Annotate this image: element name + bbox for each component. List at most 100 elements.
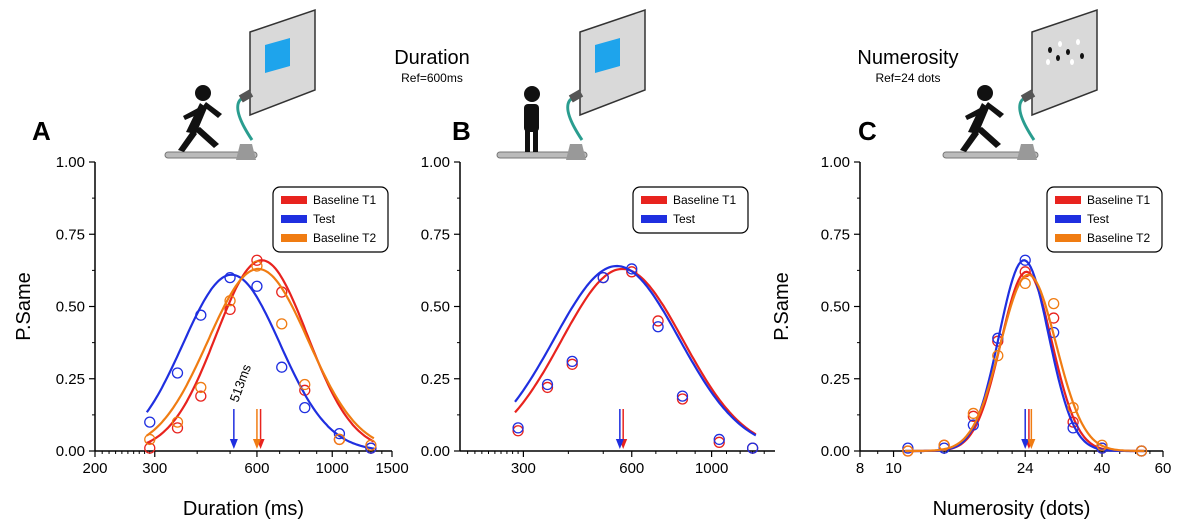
treadmill-runner-icon (164, 8, 316, 160)
y-tick-label: 0.75 (56, 226, 85, 243)
data-point (652, 315, 664, 327)
x-tick-label: 1500 (375, 460, 408, 477)
chart-panel-c: 0.00 0.25 0.50 0.75 1.00 8 10 24 40 60 P.Same Numer… (771, 154, 1171, 520)
x-tick-label: 600 (619, 460, 644, 477)
data-point (746, 442, 759, 454)
series-curve-test (514, 264, 757, 437)
pse-arrow-head (615, 439, 624, 449)
y-tick-label: 0.25 (56, 371, 85, 388)
legend-label: Baseline T2 (1087, 231, 1150, 245)
legend-swatch (641, 196, 667, 204)
data-point (365, 439, 377, 451)
data-point (195, 390, 207, 402)
x-tick-label: 300 (142, 460, 167, 477)
data-point (1135, 445, 1148, 457)
data-point (541, 378, 554, 391)
data-point (195, 381, 207, 394)
y-tick-label: 0.00 (56, 443, 85, 460)
y-tick-label: 0.75 (821, 226, 850, 243)
x-tick-label: 24 (1017, 460, 1034, 477)
pse-annotation: 513ms (227, 362, 255, 404)
y-tick-label: 0.75 (421, 226, 450, 243)
panel-label-a: A (32, 116, 51, 146)
pse-arrow-head (1021, 439, 1030, 449)
data-point (713, 433, 725, 446)
data-point (566, 355, 578, 368)
legend-label: Test (313, 212, 336, 226)
data-point (652, 321, 664, 333)
data-point (276, 361, 288, 373)
chart-panel-a: 0.00 0.25 0.50 0.75 1.00 200 300 600 1000 1500 P.S… (13, 154, 409, 520)
x-tick-label: 10 (885, 460, 902, 477)
data-point (333, 433, 346, 446)
y-tick-label: 1.00 (56, 154, 85, 171)
x-tick-label: 1000 (695, 460, 728, 477)
data-point (171, 367, 184, 379)
data-point (1096, 439, 1108, 451)
data-point (1067, 416, 1079, 428)
numerosity-header: Numerosity (857, 47, 958, 69)
legend-swatch (1055, 234, 1081, 242)
y-tick-label: 0.50 (56, 299, 85, 316)
treadmill-runner-icon (942, 8, 1098, 160)
data-point (1067, 422, 1079, 434)
data-point (676, 390, 689, 402)
y-tick-label: 1.00 (821, 154, 850, 171)
y-tick-label: 0.00 (821, 443, 850, 460)
series-curve-baseline-t1 (514, 267, 757, 436)
data-point (626, 263, 638, 275)
x-tick-label: 300 (511, 460, 536, 477)
pse-arrow-head (229, 439, 238, 449)
data-point (967, 419, 980, 431)
pse-arrow-head (252, 439, 261, 449)
data-point (676, 393, 689, 405)
data-point (541, 381, 554, 394)
legend-swatch (1055, 215, 1081, 223)
series-curve-test (145, 273, 375, 450)
x-tick-label: 600 (244, 460, 269, 477)
data-point (144, 433, 156, 446)
data-point (512, 425, 524, 437)
legend-swatch (281, 234, 307, 242)
series-curve-baseline-t2 (904, 273, 1145, 453)
duration-header: Duration (394, 47, 470, 69)
x-axis-label: Numerosity (dots) (933, 498, 1091, 520)
data-point (299, 401, 311, 414)
x-axis-label: Duration (ms) (183, 498, 304, 520)
series-curve-baseline-t1 (146, 259, 375, 444)
data-point (251, 260, 263, 272)
pse-arrow-head (1027, 439, 1036, 449)
data-point (902, 442, 914, 454)
data-point (276, 318, 288, 330)
x-tick-label: 40 (1094, 460, 1111, 477)
y-tick-label: 0.25 (821, 371, 850, 388)
panel-label-b: B (452, 116, 471, 146)
numerosity-ref: Ref=24 dots (875, 71, 940, 85)
data-point (251, 254, 263, 266)
x-tick-label: 200 (82, 460, 107, 477)
data-point (938, 439, 950, 451)
data-point (967, 407, 980, 420)
data-point (365, 442, 377, 454)
y-tick-label: 0.25 (421, 371, 450, 388)
data-point (1067, 401, 1079, 414)
data-point (566, 358, 578, 370)
data-point (333, 428, 346, 440)
legend-label: Baseline T1 (1087, 193, 1150, 207)
standing-person-treadmill-icon (496, 8, 646, 160)
x-tick-label: 8 (856, 460, 864, 477)
legend-label: Baseline T1 (673, 193, 736, 207)
data-point (251, 280, 263, 292)
legend-label: Test (1087, 212, 1110, 226)
data-point (1019, 277, 1031, 290)
y-tick-label: 1.00 (421, 154, 450, 171)
legend-swatch (281, 215, 307, 223)
data-point (1019, 254, 1031, 266)
data-point (512, 422, 524, 434)
data-point (626, 266, 638, 278)
legend-label: Test (673, 212, 696, 226)
y-axis-label: P.Same (13, 272, 35, 341)
data-point (992, 349, 1004, 362)
y-tick-label: 0.50 (821, 299, 850, 316)
